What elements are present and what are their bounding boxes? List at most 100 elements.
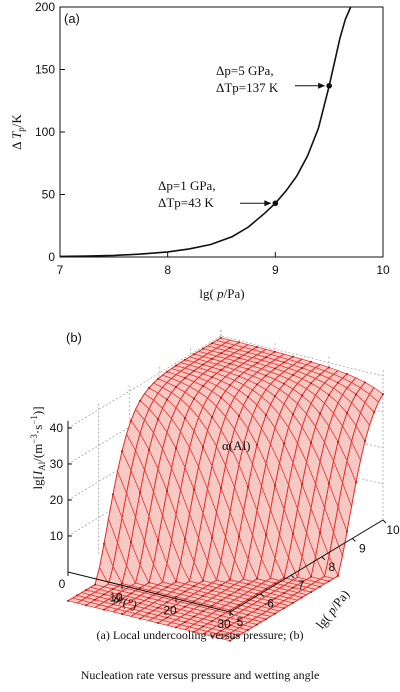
surface-node [85,604,87,607]
p-tick-label: 6 [267,597,274,611]
surface-node [148,612,150,615]
surface-node [193,397,195,400]
annotation-point [272,200,279,207]
surface-node [157,622,159,624]
annotation-line-2: ΔTp=43 K [158,195,214,210]
surface-node [175,364,177,367]
surface-node [256,362,258,364]
surface-node [238,375,240,378]
surface-node [292,413,294,416]
surface-node [202,347,204,350]
surface-theta-line [175,367,330,628]
surface-node [184,537,186,540]
surface-node [103,542,105,545]
surface-node [148,581,150,584]
surface-theta-line [166,364,321,626]
surface-node [184,358,186,361]
surface-node [355,481,357,484]
surface-node [238,634,240,637]
surface-node [310,591,312,594]
surface-node [202,363,204,366]
chart-b-p-label: lg( p/Pa) [313,587,353,632]
surface-node [229,362,231,365]
surface-node [148,448,150,451]
surface-node [247,485,249,488]
surface-node [139,587,141,589]
surface-node [247,583,249,586]
surface-node [238,588,240,591]
surface-node [211,357,213,360]
surface-node [175,611,177,614]
surface-node [67,599,69,602]
surface-node [301,394,303,397]
surface-node [265,602,267,605]
surface-node [220,614,222,617]
z-tick-label: 40 [50,421,64,435]
surface-node [157,377,159,380]
surface-theta-line [112,348,267,613]
surface-node [238,341,240,344]
surface-node [256,593,258,595]
surface-node [238,535,240,538]
surface-node [148,596,150,599]
surface-node [238,603,240,606]
theta-tick-label: 10 [109,590,123,604]
surface-node [256,383,258,386]
surface-node [211,620,213,623]
caption-line-1: (a) Local undercooling versus pressure; … [96,628,304,642]
surface-node [292,355,294,358]
surface-node [157,539,159,542]
surface-node [166,370,168,373]
surface-node [274,350,276,353]
annotation-point [326,82,332,89]
surface-theta-line [85,341,240,606]
chart-b: 10 20 30 40 0 10 20 30 5 6 7 8 9 10 (b) lg[IAl/(m−3·s… [29,328,400,642]
surface-node [265,618,267,621]
surface-node [202,385,204,387]
surface-node [76,594,78,597]
p-tick-mark [382,519,387,524]
surface-node [292,601,294,604]
surface-node [274,367,276,370]
surface-node [220,369,222,371]
surface-node [229,639,231,642]
surface-node [121,450,123,453]
surface-node [193,488,195,491]
surface-node [247,368,249,371]
surface-theta-line [148,358,303,622]
surface-node [220,629,222,632]
surface-theta-line [211,382,366,637]
surface-node [202,625,204,628]
surface-node [175,447,177,450]
surface-node [130,607,132,610]
surface-theta-line [67,337,222,602]
surface-node [337,574,339,577]
p-tick-label: 8 [328,560,335,574]
surface-node [238,357,240,359]
theta-tick-label: 0 [59,577,66,591]
annotation-line-1: Δp=5 GPa, [216,63,274,78]
surface-node [166,616,168,619]
surface-node [265,414,267,417]
surface-theta-line [220,387,375,640]
surface-node [211,416,213,418]
surface-node [229,384,231,387]
p-tick-label: 7 [298,578,305,592]
surface-node [193,369,195,372]
surface-node [265,374,267,377]
y-tick-label: 100 [35,125,55,139]
surface-node [184,417,186,420]
surface-node [193,630,195,633]
surface-node [274,597,276,600]
surface-node [247,395,249,398]
surface-node [256,345,258,348]
surface-node [256,577,258,580]
surface-node [121,597,123,600]
surface-node [184,590,186,593]
chart-a-panel-label: (a) [64,11,80,26]
surface-mesh [67,336,384,642]
p-tick-mark [229,611,234,616]
surface-node [274,484,276,487]
chart-b-theta-label: θ/(°) [112,591,139,613]
surface-node [283,442,285,445]
